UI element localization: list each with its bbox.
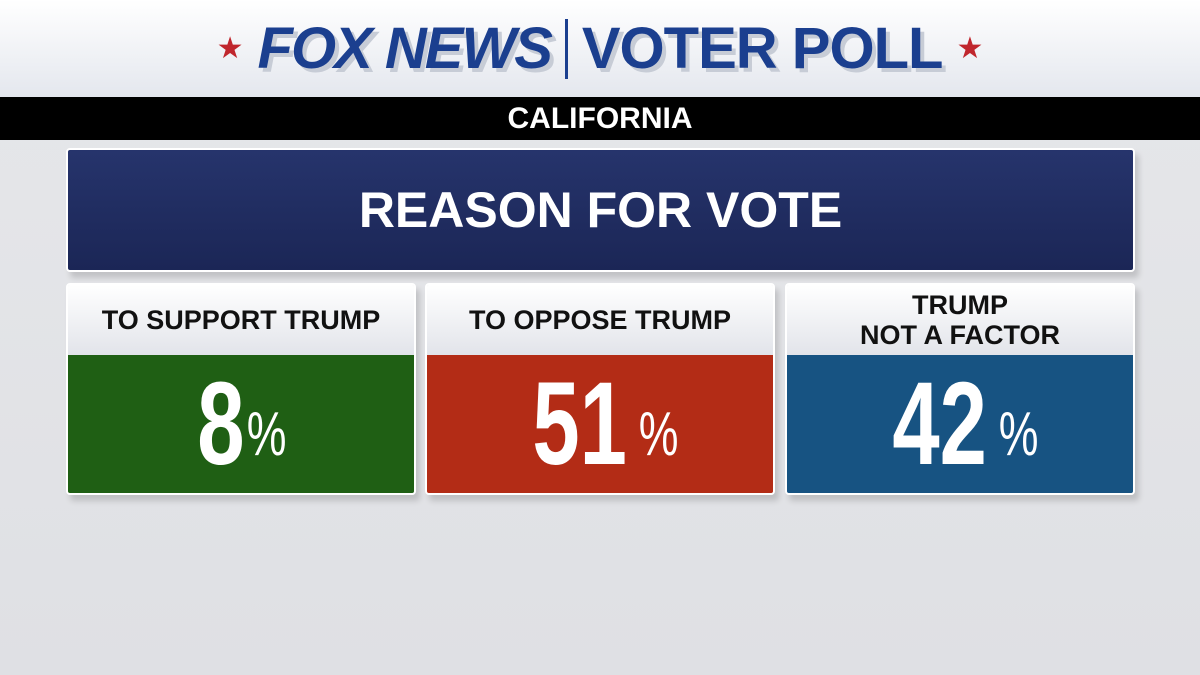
title: REASON FOR VOTE — [66, 148, 1135, 272]
header-title: VOTER POLL — [581, 16, 944, 81]
header: ★ FOX NEWS VOTER POLL ★ — [0, 0, 1200, 97]
card-value: 8% — [68, 355, 414, 493]
star: ★ — [956, 32, 984, 65]
card-label: TO SUPPORT TRUMP — [68, 285, 414, 355]
card-label: TRUMP NOT A FACTOR — [787, 285, 1133, 355]
star: ★ — [216, 32, 244, 65]
value: 8 — [196, 358, 245, 490]
card-value: 42% — [787, 355, 1133, 493]
label-line: TO OPPOSE TRUMP — [468, 305, 732, 335]
value: 51 — [532, 358, 627, 490]
card-label: TO OPPOSE TRUMP — [427, 285, 773, 355]
card: TO OPPOSE TRUMP 51% — [425, 283, 775, 495]
divider — [564, 18, 568, 79]
card: TRUMP NOT A FACTOR 42% — [785, 283, 1135, 495]
card-value: 51% — [427, 355, 773, 493]
unit: % — [246, 399, 287, 469]
label-line: NOT A FACTOR — [860, 320, 1060, 350]
logo: FOX NEWS — [257, 16, 553, 81]
unit: % — [998, 399, 1039, 469]
unit: % — [638, 399, 679, 469]
card: TO SUPPORT TRUMP 8% — [66, 283, 416, 495]
label-line: TRUMP — [912, 290, 1008, 320]
value: 42 — [892, 358, 987, 490]
label-line: TO SUPPORT TRUMP — [101, 305, 381, 335]
subheader: CALIFORNIA — [0, 97, 1200, 140]
